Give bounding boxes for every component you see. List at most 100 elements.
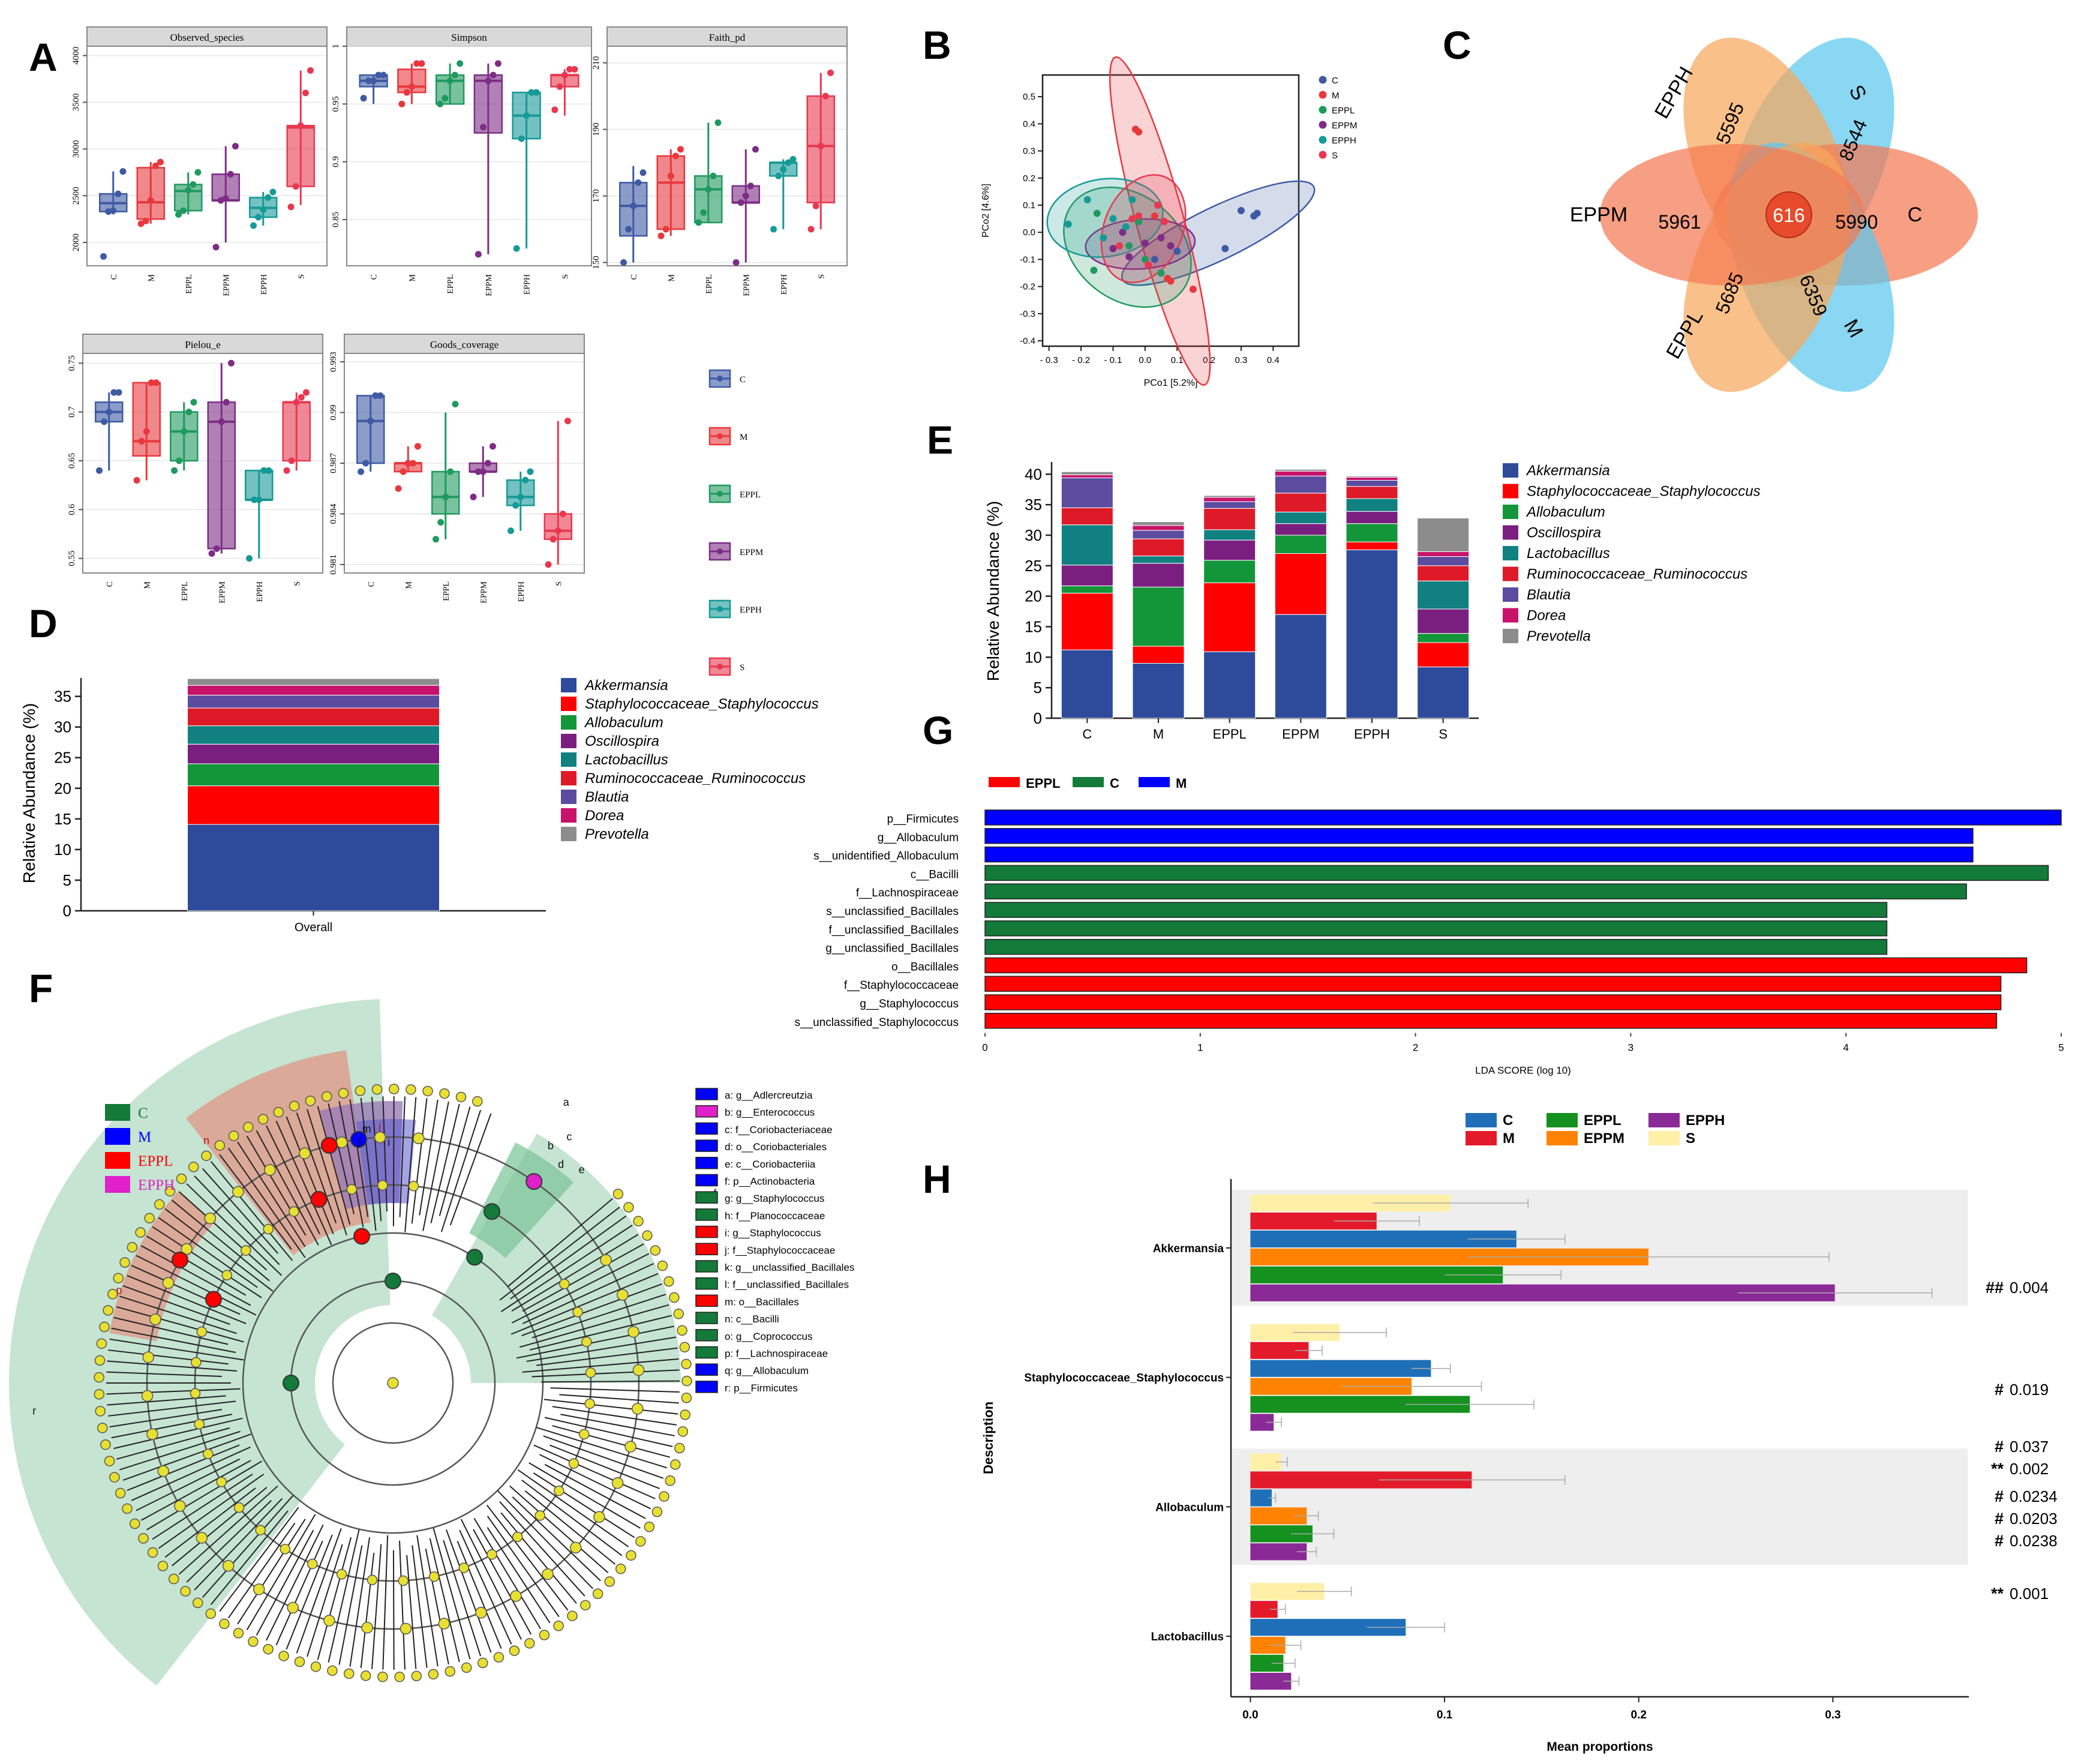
cladogram-branch [106, 1388, 241, 1395]
y-tick-label: 30 [54, 718, 71, 736]
stack-segment [187, 763, 440, 787]
cladogram-node [222, 1559, 235, 1572]
cladogram-node [559, 1279, 570, 1289]
cladogram-node [593, 1511, 605, 1523]
data-point [212, 244, 220, 251]
x-tick-label: EPPM [479, 581, 488, 603]
legend-label: C [1503, 1112, 1513, 1129]
data-point [255, 214, 262, 221]
x-tick-label: EPPM [222, 274, 231, 296]
box [136, 167, 165, 220]
cladogram-leaf [107, 1289, 118, 1300]
cladogram-branch [202, 1495, 293, 1598]
data-point [288, 457, 295, 464]
data-point [418, 60, 425, 67]
data-point [142, 217, 149, 224]
data-point [451, 71, 458, 79]
data-point [1109, 245, 1117, 253]
stack-segment [1346, 549, 1398, 719]
data-point [213, 545, 220, 552]
x-tick-label: EPPL [1213, 727, 1247, 742]
cladogram-branch [113, 1316, 229, 1345]
box [170, 411, 199, 462]
cladogram-leaf [130, 1518, 140, 1529]
cladogram-leaf [115, 1487, 126, 1499]
cladogram-node [149, 1313, 161, 1325]
legend-swatch [1503, 505, 1518, 519]
lda-bar [984, 902, 1888, 918]
x-tick-label: C [630, 274, 639, 280]
key-swatch [695, 1122, 718, 1135]
cladogram-node [146, 1428, 158, 1440]
y-tick-label: 35 [54, 688, 71, 706]
key-swatch [695, 1088, 718, 1100]
key-swatch [695, 1208, 718, 1221]
data-point [287, 203, 295, 211]
cladogram-leaf [168, 1573, 179, 1585]
x-tick-label: 1 [1197, 1042, 1203, 1054]
data-point [101, 418, 108, 425]
cladogram-leaf [394, 1672, 405, 1682]
significance-mark: # [1995, 1487, 2004, 1505]
x-tick-label: M [667, 274, 676, 281]
stack-segment [187, 725, 440, 745]
clade-letter: j [358, 1136, 361, 1148]
facet-title: Simpson [451, 32, 487, 43]
cladogram-branch [119, 1430, 241, 1471]
y-tick-label: 10 [1025, 648, 1042, 666]
legend-label: EPPL [1332, 106, 1355, 116]
y-tick-label: -0.1 [1020, 254, 1035, 265]
stack-segment [1274, 470, 1327, 476]
data-point [398, 100, 406, 107]
legend-swatch [561, 697, 576, 711]
key-label: r: p__Firmicutes [725, 1382, 798, 1394]
y-tick-label: 3500 [71, 93, 81, 111]
x-tick-label: M [147, 274, 156, 281]
cladogram-node [203, 1448, 214, 1460]
cladogram-leaf [669, 1292, 680, 1303]
cladogram-branch [416, 1535, 439, 1667]
group-ellipse [1109, 56, 1211, 386]
legend-label: EPPH [138, 1177, 175, 1193]
x-tick-label: M [404, 581, 413, 589]
legend-swatch [561, 734, 576, 748]
cladogram-leaf [294, 1656, 305, 1667]
cladogram-leaf [665, 1475, 675, 1486]
cladogram-leaf [623, 1202, 634, 1213]
stack-segment [187, 824, 440, 911]
data-point [250, 222, 257, 229]
legend-dot [1319, 121, 1327, 129]
data-point [185, 409, 193, 416]
legend-swatch [561, 827, 576, 841]
cladogram-leaf [455, 1091, 467, 1103]
stack-segment [1203, 539, 1256, 561]
stack-segment [1061, 477, 1113, 508]
cladogram-node [264, 1164, 276, 1176]
cladogram-node [581, 1336, 592, 1348]
significance-mark: ## [1986, 1279, 2004, 1297]
legend-label: EPPH [1686, 1112, 1725, 1129]
cladogram-branch [412, 1545, 428, 1668]
cladogram-leaf [188, 1162, 199, 1172]
cladogram-node [194, 1418, 205, 1430]
key-label: c: f__Coriobacteriaceae [725, 1124, 833, 1135]
data-point [115, 190, 122, 197]
cladogram-branch [430, 1103, 460, 1223]
clade-letter: n [203, 1135, 209, 1147]
data-point [517, 493, 524, 500]
key-swatch [695, 1225, 718, 1238]
panel-label-f: F [29, 966, 53, 1010]
cladogram-branch [108, 1349, 229, 1365]
data-point [635, 179, 642, 186]
box [506, 479, 535, 506]
data-point [413, 60, 421, 67]
data-point [1141, 239, 1149, 247]
legend-label: Lactobacillus [585, 752, 668, 768]
y-tick-label: 0.0 [1023, 227, 1035, 238]
cladogram-leaf [248, 1636, 259, 1647]
data-point [297, 122, 304, 129]
legend-label: Allobaculum [584, 715, 663, 731]
cladogram-branch [164, 1208, 274, 1292]
p-value: 0.019 [2010, 1381, 2049, 1399]
significance-mark: # [1995, 1438, 2004, 1456]
